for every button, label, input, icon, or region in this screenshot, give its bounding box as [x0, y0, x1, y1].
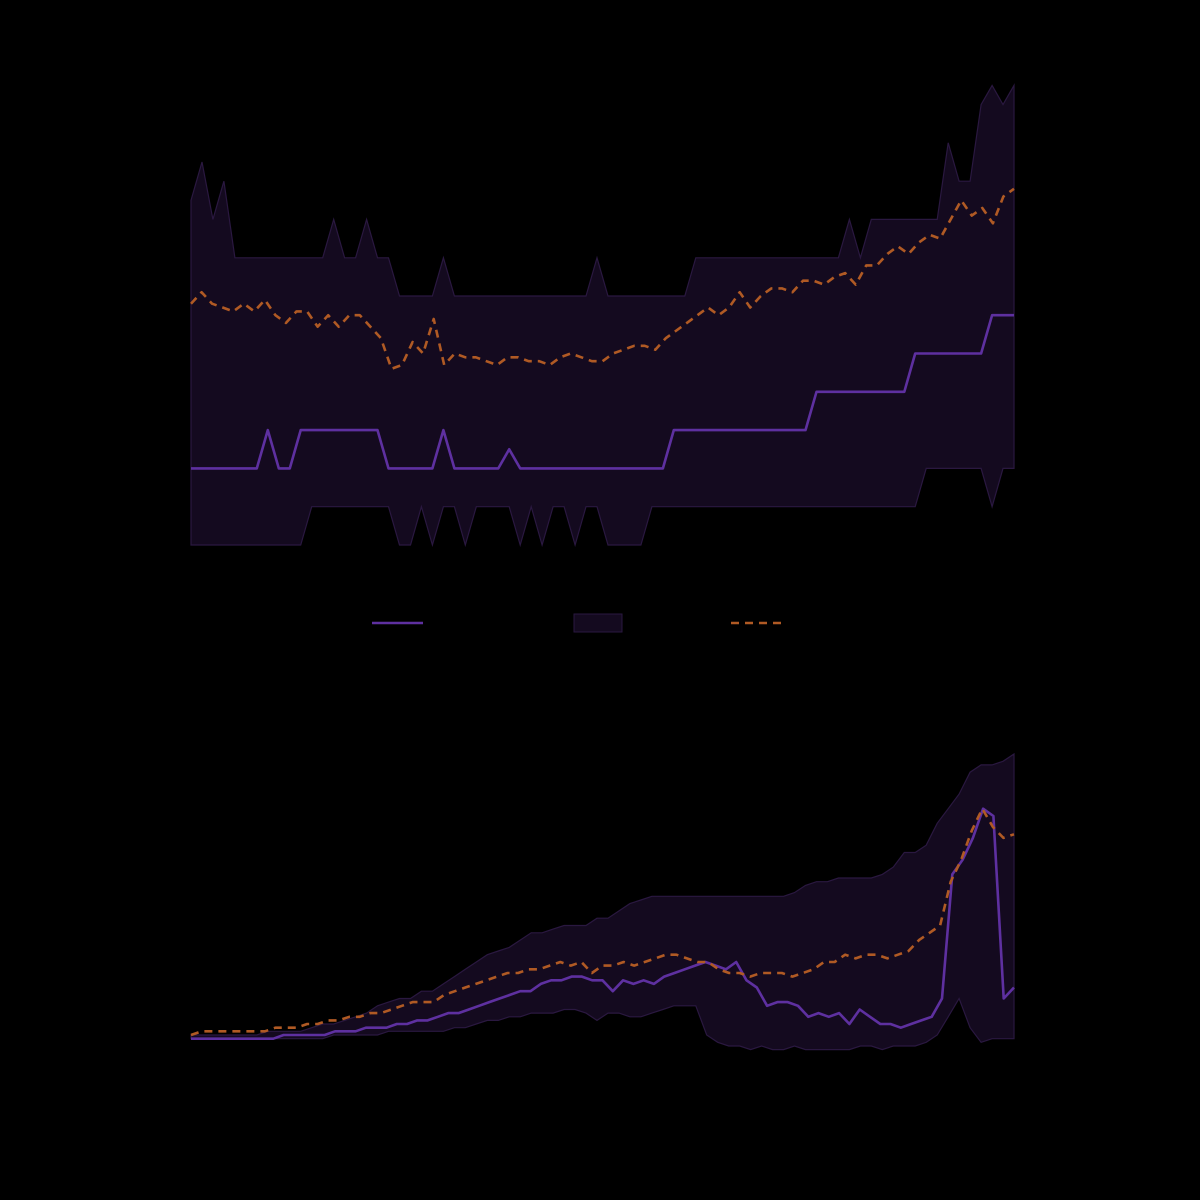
mean-line [190, 187, 1015, 371]
legend-band-swatch [573, 613, 623, 633]
legend [372, 613, 781, 633]
top-panel [190, 83, 1015, 548]
band-area [190, 752, 1015, 1051]
bottom-panel [190, 752, 1015, 1051]
median-line [191, 313, 1014, 470]
median-line [191, 807, 1015, 1040]
band-area [190, 83, 1015, 548]
